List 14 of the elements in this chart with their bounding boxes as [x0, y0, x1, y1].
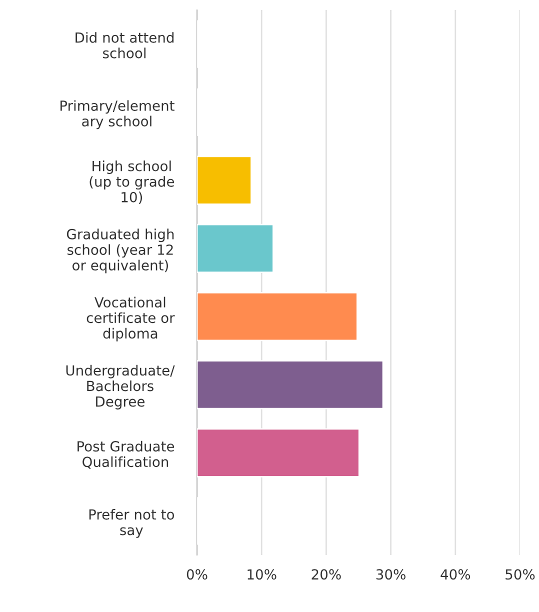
y-tick-label: High school (up to grade 10) — [90, 160, 174, 204]
y-tick-label: Post Graduate Qualification — [78, 440, 174, 469]
y-tick-label: Graduated high school (year 12 or equivalent) — [66, 228, 174, 274]
x-tick-label: 10% — [248, 569, 276, 580]
x-tick-label: 20% — [312, 569, 341, 580]
y-tick-label: Prefer not to say — [89, 508, 174, 538]
y-tick-label: Did not attend school — [76, 32, 174, 58]
x-tick-label: 40% — [440, 569, 470, 580]
x-tick-label: 50% — [506, 569, 535, 580]
y-tick-label: Undergraduate/ Bachelors Degree — [66, 364, 175, 410]
x-tick-label: 30% — [376, 569, 406, 580]
y-tick-label: Primary/element ary school — [60, 100, 174, 130]
y-tick-label: Vocational certificate or diploma — [86, 296, 175, 342]
x-tick-label: 0% — [186, 569, 208, 580]
